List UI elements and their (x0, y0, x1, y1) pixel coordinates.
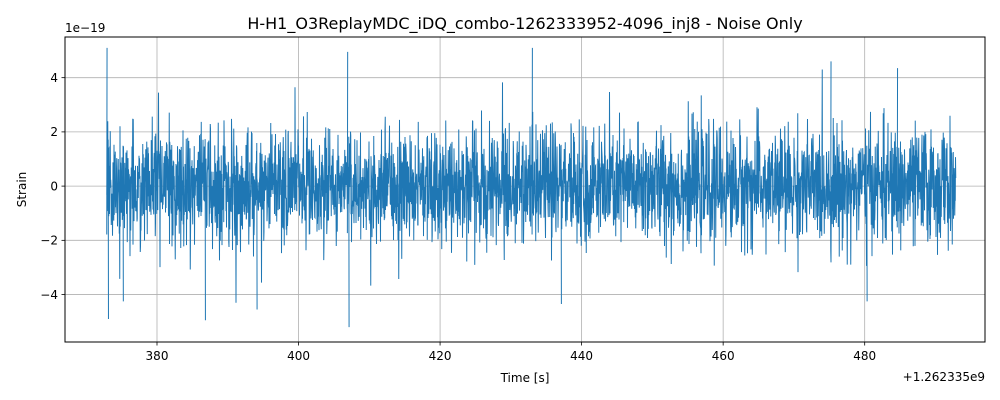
y-tick-label: −4 (40, 288, 58, 302)
x-axis: 380 400 420 440 460 480 (146, 342, 876, 363)
x-tick-label: 480 (853, 349, 876, 363)
y-tick-label: −2 (40, 234, 58, 248)
x-tick-label: 400 (287, 349, 310, 363)
x-tick-label: 440 (570, 349, 593, 363)
strain-series-line (106, 47, 957, 328)
y-scale-label: 1e−19 (65, 21, 105, 35)
plot-frame (64, 36, 986, 343)
x-axis-label: Time [s] (500, 371, 550, 385)
x-tick-label: 460 (712, 349, 735, 363)
y-tick-label: 2 (50, 125, 58, 139)
y-tick-label: 0 (50, 179, 58, 193)
y-tick-label: 4 (50, 71, 58, 85)
x-tick-label: 380 (146, 349, 169, 363)
x-tick-label: 420 (429, 349, 452, 363)
y-axis-label: Strain (15, 172, 29, 208)
series-layer (106, 47, 957, 328)
y-axis: −4 −2 0 2 4 (40, 71, 65, 302)
x-offset-label: +1.262335e9 (903, 370, 985, 384)
chart-title: H-H1_O3ReplayMDC_iDQ_combo-1262333952-40… (247, 14, 802, 34)
